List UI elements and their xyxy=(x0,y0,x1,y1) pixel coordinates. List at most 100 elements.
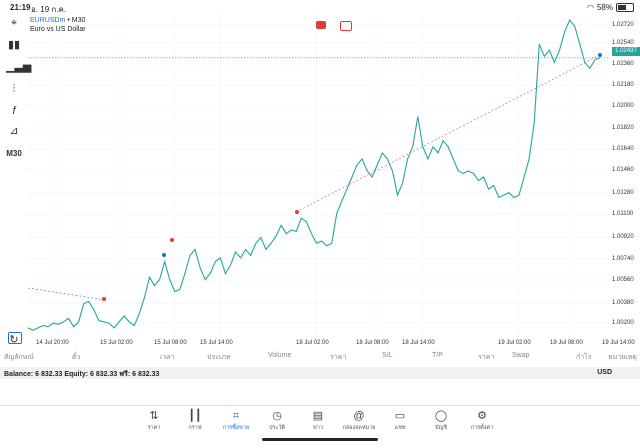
nav-item[interactable]: ⚙ การตั้งค่า xyxy=(464,408,500,432)
price-label: 1.01460 xyxy=(612,167,634,173)
bottom-navigation: ⇅ ราคา ┃┃ กราฟ ⌗ การซื้อขาย ◷ ประวัติ ▤ ข่าว @ กล่อ… xyxy=(0,405,640,448)
sell-marker xyxy=(170,238,174,242)
time-label: 15 Jul 14:00 xyxy=(200,340,233,346)
column-header[interactable]: หมายเหตุ xyxy=(608,354,637,361)
status-time: 21:19 xyxy=(10,3,31,12)
price-label: 1.00560 xyxy=(612,277,634,283)
nav-label: บัญชี xyxy=(435,425,447,431)
account-icon: ◯ xyxy=(434,410,448,422)
buy-marker xyxy=(162,253,166,257)
symbol-description: Euro vs US Dollar xyxy=(30,26,86,33)
status-right: ◠ 58% xyxy=(587,3,634,12)
mail-icon: @ xyxy=(353,410,365,422)
sell-marker xyxy=(102,297,106,301)
chart-type-icon[interactable]: ▮▮ xyxy=(7,39,21,51)
column-header[interactable]: ราคา xyxy=(330,354,347,361)
series-line xyxy=(28,18,601,331)
trade-columns: สัญลักษณ์ ตั๋ว เวลา ประเภท Volume ราคา S/L T/P ร… xyxy=(0,352,640,364)
time-label: 15 Jul 08:00 xyxy=(154,340,187,346)
nav-label: ประวัติ xyxy=(268,425,286,431)
time-label: 14 Jul 20:00 xyxy=(36,340,69,346)
arrows-icon: ⇅ xyxy=(149,410,159,422)
balance-bar: Balance: 6 832.33 Equity: 6 832.33 ฟรี: … xyxy=(0,367,640,379)
symbol-name[interactable]: EURUSDm xyxy=(30,17,66,24)
nav-item[interactable]: ◯ บัญชี xyxy=(423,408,459,432)
nav-label: แชท xyxy=(394,425,406,431)
nav-label: ราคา xyxy=(147,425,161,431)
buy-button[interactable] xyxy=(340,21,352,31)
nav-label: กราฟ xyxy=(188,425,202,431)
wifi-icon: ◠ xyxy=(587,3,594,12)
home-indicator xyxy=(262,438,378,441)
column-header[interactable]: ราคา xyxy=(478,354,495,361)
time-label: 19 Jul 08:00 xyxy=(550,340,583,346)
objects-icon[interactable]: ⊿ xyxy=(9,125,19,137)
timeframe-button[interactable]: M30 xyxy=(6,149,22,158)
news-icon: ▤ xyxy=(312,410,324,422)
chart-grid xyxy=(28,14,610,340)
chart-toolbar: ⌖ ▮▮ ▁▃▅ ⫶ f ⊿ M30 ↻ xyxy=(0,14,32,349)
nav-item[interactable]: ▤ ข่าว xyxy=(300,408,336,432)
chat-icon: ▭ xyxy=(394,410,406,422)
buy-marker xyxy=(598,53,602,57)
symbol-info: EURUSDm • M30 Euro vs US Dollar xyxy=(30,17,86,33)
balance-currency: USD xyxy=(597,369,612,376)
one-click-button[interactable] xyxy=(8,332,22,344)
time-label: 18 Jul 14:00 xyxy=(402,340,435,346)
price-label: 1.00380 xyxy=(612,300,634,306)
indicators-icon[interactable]: ▁▃▅ xyxy=(6,61,32,73)
column-header[interactable]: สัญลักษณ์ xyxy=(4,354,34,361)
column-header[interactable]: กำไร xyxy=(576,354,592,361)
nav-label: การตั้งค่า xyxy=(470,425,494,431)
nav-label: กล่องจดหมาย xyxy=(342,425,376,431)
settings-sliders-icon[interactable]: ⫶ xyxy=(12,83,16,95)
status-date: อ. 19 ก.ค. xyxy=(31,5,67,14)
trade-line-2 xyxy=(295,54,601,213)
price-label: 1.02360 xyxy=(612,61,634,67)
sell-button[interactable] xyxy=(316,21,326,29)
price-chart[interactable] xyxy=(28,14,610,349)
price-label: 1.00920 xyxy=(612,234,634,240)
candles-icon: ┃┃ xyxy=(188,410,202,422)
sell-marker xyxy=(295,210,299,214)
price-label: 1.02000 xyxy=(612,103,634,109)
battery-icon xyxy=(616,3,634,12)
price-label: 1.01640 xyxy=(612,146,634,152)
price-label: 1.02180 xyxy=(612,82,634,88)
column-header[interactable]: ตั๋ว xyxy=(72,354,81,361)
price-label: 1.02540 xyxy=(612,40,634,46)
nav-label: ข่าว xyxy=(313,425,323,431)
column-header[interactable]: Volume xyxy=(268,352,292,359)
balance-text: Balance: 6 832.33 Equity: 6 832.33 ฟรี: … xyxy=(4,371,160,378)
price-label: 1.01280 xyxy=(612,190,634,196)
nav-item[interactable]: ┃┃ กราฟ xyxy=(177,408,213,432)
nav-item[interactable]: ▭ แชท xyxy=(382,408,418,432)
nav-item[interactable]: ◷ ประวัติ xyxy=(259,408,295,432)
price-label: 1.01100 xyxy=(612,211,634,217)
price-label: 1.00740 xyxy=(612,256,634,262)
nav-item[interactable]: ⇅ ราคา xyxy=(136,408,172,432)
time-label: 18 Jul 02:00 xyxy=(296,340,329,346)
column-header[interactable]: S/L xyxy=(382,352,393,359)
price-label: 1.00200 xyxy=(612,320,634,326)
status-bar: 21:19 อ. 19 ก.ค. ◠ 58% xyxy=(0,0,640,14)
symbol-timeframe: M30 xyxy=(71,17,86,24)
time-axis: 14 Jul 20:00 15 Jul 02:00 15 Jul 08:00 15 J… xyxy=(28,340,635,350)
trade-icon[interactable]: ↻ xyxy=(9,334,19,346)
column-header[interactable]: ประเภท xyxy=(207,354,231,361)
nav-item[interactable]: @ กล่องจดหมาย xyxy=(341,408,377,432)
crosshair-icon[interactable]: ⌖ xyxy=(10,17,18,29)
function-icon[interactable]: f xyxy=(12,105,16,117)
price-axis: 1.02720 1.02540 1.02360 1.02180 1.02000 1.018… xyxy=(612,14,640,349)
time-label: 15 Jul 02:00 xyxy=(100,340,133,346)
column-header[interactable]: Swap xyxy=(512,352,530,359)
settings-icon: ⚙ xyxy=(477,410,487,422)
column-header[interactable]: เวลา xyxy=(160,354,175,361)
trade-line-1 xyxy=(28,287,107,301)
trade-chart-icon: ⌗ xyxy=(232,410,240,422)
nav-item[interactable]: ⌗ การซื้อขาย xyxy=(218,408,254,432)
current-price-label: 1.02437 xyxy=(612,47,640,56)
time-label: 18 Jul 08:00 xyxy=(356,340,389,346)
nav-label: การซื้อขาย xyxy=(222,425,250,431)
column-header[interactable]: T/P xyxy=(432,352,443,359)
